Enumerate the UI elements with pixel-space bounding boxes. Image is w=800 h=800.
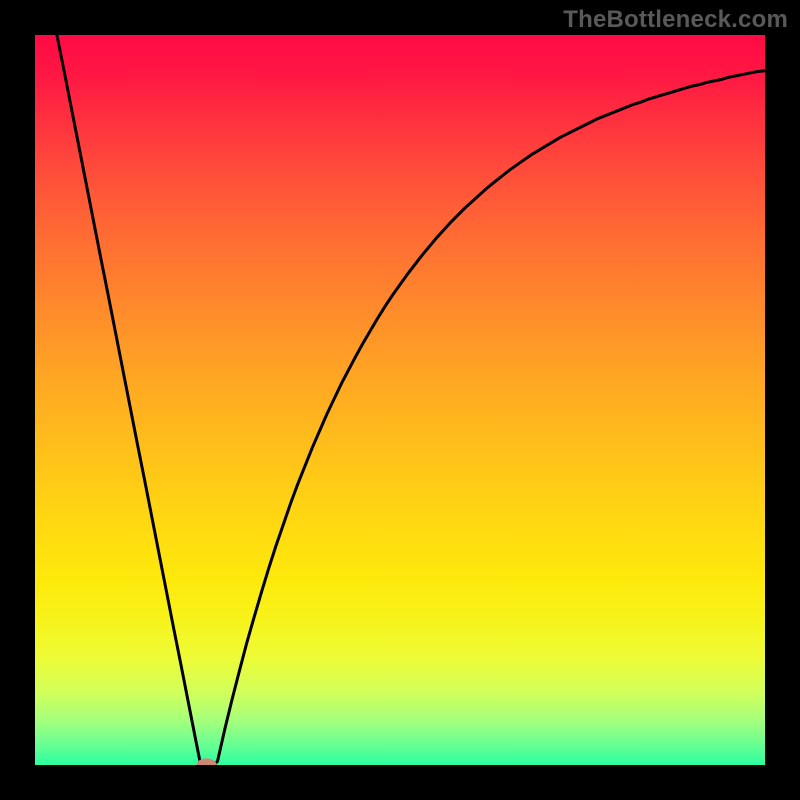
- figure-container: TheBottleneck.com: [0, 0, 800, 800]
- watermark-text: TheBottleneck.com: [563, 6, 788, 34]
- plot-area: [35, 35, 765, 765]
- bottleneck-chart: [35, 35, 765, 765]
- chart-background: [35, 35, 765, 765]
